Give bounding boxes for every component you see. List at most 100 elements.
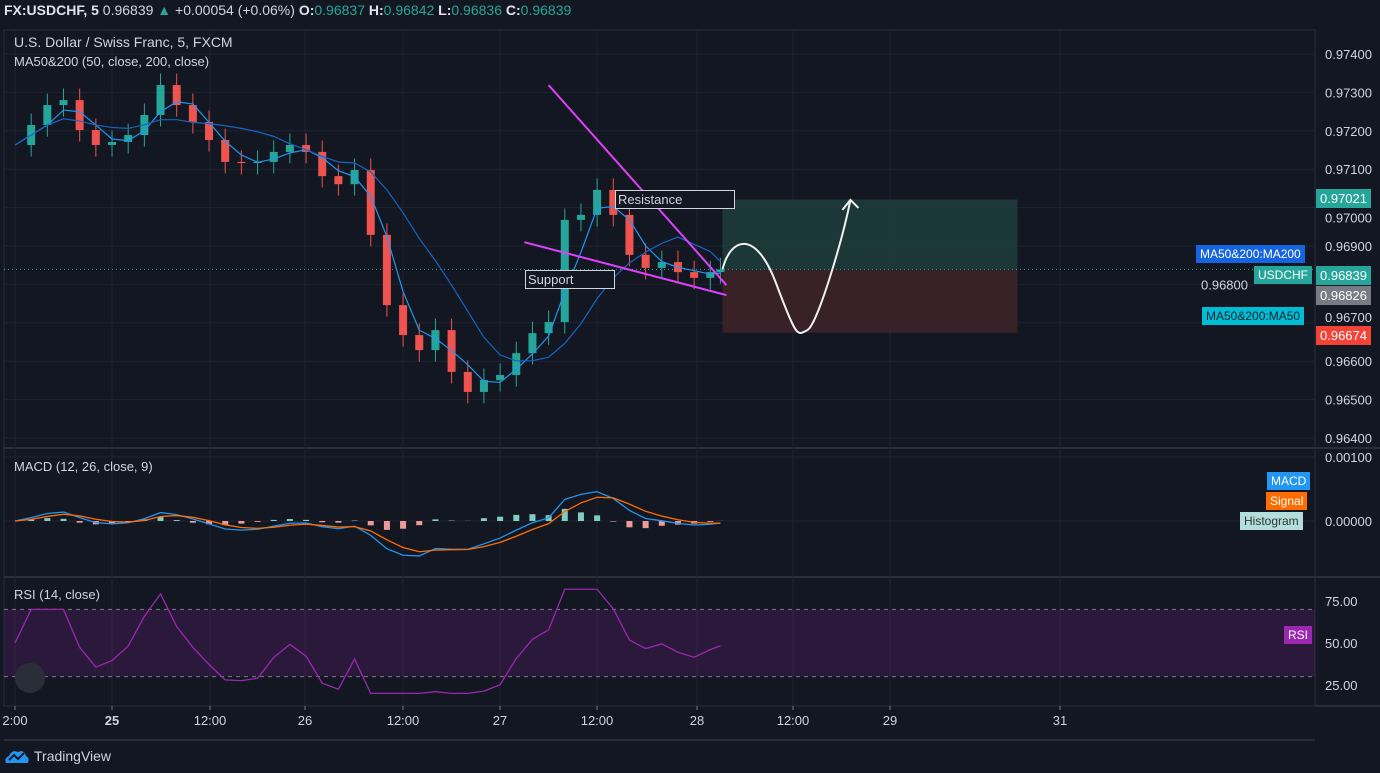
resistance-label[interactable]: Resistance bbox=[615, 190, 735, 209]
candle-body bbox=[625, 214, 634, 255]
macd-histogram-bar bbox=[561, 508, 568, 521]
price-tick-label: 0.96700 bbox=[1325, 310, 1372, 325]
candle-body bbox=[706, 272, 715, 278]
signal-line bbox=[14, 496, 721, 553]
candle-body bbox=[544, 322, 553, 334]
macd-histogram-bar bbox=[319, 521, 326, 523]
candle-body bbox=[205, 121, 214, 141]
macd-histogram-bar bbox=[594, 515, 601, 521]
macd-histogram-bar bbox=[707, 521, 714, 522]
candle-body bbox=[334, 176, 343, 185]
candle-body bbox=[576, 214, 585, 220]
rsi-line bbox=[14, 588, 721, 695]
rsi-band bbox=[4, 609, 1315, 677]
rsi-tick-label: 75.00 bbox=[1325, 594, 1358, 609]
macd-histogram-bar bbox=[529, 514, 536, 521]
time-tick-label: 31 bbox=[1053, 713, 1067, 728]
macd-histogram-bar bbox=[610, 521, 617, 522]
macd-histogram-bar bbox=[577, 512, 584, 521]
macd-histogram-bar bbox=[206, 521, 213, 525]
support-label[interactable]: Support bbox=[525, 270, 615, 289]
high-label: H: bbox=[368, 2, 384, 18]
open-value: 0.96837 bbox=[314, 2, 365, 18]
macd-histogram-bar bbox=[642, 521, 649, 529]
price-tick-label: 0.97100 bbox=[1325, 162, 1372, 177]
macd-histogram-bar bbox=[157, 517, 164, 521]
time-tick-label: 26 bbox=[298, 713, 312, 728]
macd-histogram-bar bbox=[416, 521, 423, 526]
candle-body bbox=[512, 353, 521, 376]
candle-body bbox=[124, 135, 133, 142]
rsi-tick-label: 25.00 bbox=[1325, 678, 1358, 693]
candle-body bbox=[188, 105, 197, 122]
candle-body bbox=[382, 234, 391, 306]
candle-body bbox=[609, 189, 618, 215]
stop-price-label: 0.96674 bbox=[1316, 326, 1371, 345]
tradingview-badge bbox=[15, 663, 45, 693]
rsi-tag: RSI bbox=[1284, 626, 1313, 644]
close-value: 0.96839 bbox=[520, 2, 572, 18]
macd-histogram-bar bbox=[303, 519, 310, 521]
macd-histogram-bar bbox=[513, 514, 520, 521]
time-tick-label: 25 bbox=[105, 713, 119, 728]
symbol-header: FX:USDCHF, 5 0.96839 ▲ +0.00054 (+0.06%)… bbox=[4, 2, 571, 18]
macd-histogram-bar bbox=[125, 521, 132, 522]
rsi-legend[interactable]: RSI (14, close) bbox=[14, 587, 100, 602]
macd-histogram-bar bbox=[335, 521, 342, 523]
candle-body bbox=[399, 305, 408, 336]
macd-histogram-bar bbox=[480, 518, 487, 521]
macd-histogram-bar bbox=[367, 521, 374, 526]
macd-histogram-bar bbox=[658, 521, 665, 526]
tradingview-logo[interactable]: TradingView bbox=[4, 746, 111, 766]
chart-frame bbox=[3, 29, 1316, 707]
candle-body bbox=[716, 269, 725, 273]
price-tick-label: 0.96500 bbox=[1325, 393, 1372, 408]
time-tick-label: 29 bbox=[883, 713, 897, 728]
usdchf-tag: USDCHF bbox=[1254, 266, 1312, 284]
support-trendline bbox=[524, 241, 727, 297]
macd-legend[interactable]: MACD (12, 26, close, 9) bbox=[14, 459, 153, 474]
time-tick-label: 12:00 bbox=[777, 713, 810, 728]
brand-name: TradingView bbox=[34, 748, 112, 764]
candle-body bbox=[415, 335, 424, 351]
macd-histogram-bar bbox=[60, 518, 67, 521]
histogram-tag: Histogram bbox=[1240, 512, 1303, 530]
symbol-name: FX:USDCHF, 5 bbox=[4, 2, 99, 18]
price-tick-label: 0.97000 bbox=[1325, 211, 1372, 226]
time-tick-label: 12:00 bbox=[194, 713, 227, 728]
ma200-tag: MA50&200:MA200 bbox=[1196, 245, 1305, 263]
candle-body bbox=[318, 151, 327, 177]
low-label: L: bbox=[438, 2, 452, 18]
rsi-tick-label: 50.00 bbox=[1325, 636, 1358, 651]
macd-histogram-bar bbox=[497, 516, 504, 521]
candle-body bbox=[91, 130, 100, 146]
price-tick-label: 0.97300 bbox=[1325, 85, 1372, 100]
candle-body bbox=[496, 375, 505, 381]
tradingview-logo-icon bbox=[5, 751, 29, 763]
ma50-tag: MA50&200:MA50 bbox=[1202, 307, 1305, 325]
signal-tag: Signal bbox=[1266, 492, 1308, 510]
last-price: 0.96839 bbox=[102, 2, 154, 18]
candle-body bbox=[156, 85, 165, 116]
open-label: O: bbox=[298, 2, 315, 18]
candle-body bbox=[641, 254, 650, 268]
candle-body bbox=[43, 105, 52, 126]
candle-body bbox=[302, 145, 311, 152]
time-tick-label: 12:00 bbox=[581, 713, 614, 728]
macd-tick-label: 0.00000 bbox=[1325, 514, 1372, 529]
macd-histogram-bar bbox=[238, 521, 245, 524]
candle-body bbox=[285, 145, 294, 152]
price-tick-label: 0.96900 bbox=[1325, 239, 1372, 254]
macd-histogram-bar bbox=[270, 519, 277, 521]
macd-line bbox=[14, 490, 721, 557]
price-tick-label: 0.96800 bbox=[1201, 277, 1248, 292]
candle-body bbox=[269, 151, 278, 162]
high-value: 0.96842 bbox=[383, 2, 435, 18]
ma-legend[interactable]: MA50&200 (50, close, 200, close) bbox=[14, 54, 210, 69]
macd-histogram-bar bbox=[44, 518, 51, 521]
resistance-trendline bbox=[547, 84, 728, 286]
time-tick-label: 12:00 bbox=[387, 713, 420, 728]
low-value: 0.96836 bbox=[451, 2, 502, 18]
chart-title[interactable]: U.S. Dollar / Swiss Franc, 5, FXCM bbox=[14, 34, 233, 50]
